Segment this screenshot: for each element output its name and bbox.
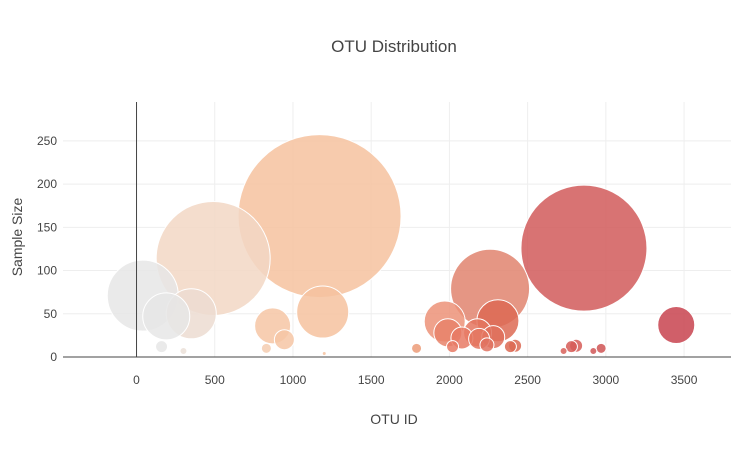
x-tick-label: 0: [133, 373, 140, 387]
bubble-point[interactable]: [589, 346, 598, 355]
x-tick-label: 1000: [280, 373, 307, 387]
y-tick-label: 200: [37, 177, 57, 191]
y-tick-label: 100: [37, 264, 57, 278]
y-tick-label: 150: [37, 220, 57, 234]
bubble-series: [106, 134, 696, 357]
bubble-point[interactable]: [657, 306, 696, 345]
bubble-point[interactable]: [411, 342, 423, 354]
bubble-point[interactable]: [520, 184, 648, 312]
x-axis-label: OTU ID: [370, 411, 417, 427]
bubble-point[interactable]: [296, 285, 350, 339]
y-tick-label: 250: [37, 134, 57, 148]
bubble-point[interactable]: [446, 340, 460, 354]
bubble-point[interactable]: [503, 340, 517, 354]
bubble-point[interactable]: [155, 340, 169, 354]
x-tick-label: 1500: [358, 373, 385, 387]
y-tick-label: 0: [50, 350, 57, 364]
bubble-point[interactable]: [142, 292, 191, 341]
bubble-point[interactable]: [559, 346, 568, 355]
bubble-point[interactable]: [595, 342, 607, 354]
x-tick-label: 3500: [671, 373, 698, 387]
x-tick-label: 3000: [592, 373, 619, 387]
bubble-point[interactable]: [564, 340, 578, 354]
x-tick-label: 2500: [514, 373, 541, 387]
x-tick-label: 500: [205, 373, 225, 387]
y-tick-label: 50: [44, 307, 58, 321]
x-tick-label: 2000: [436, 373, 463, 387]
bubble-point[interactable]: [260, 342, 272, 354]
bubble-point[interactable]: [273, 329, 295, 351]
bubble-point[interactable]: [179, 346, 188, 355]
bubble-point[interactable]: [321, 351, 327, 357]
y-axis-label: Sample Size: [9, 197, 25, 276]
chart-title: OTU Distribution: [331, 37, 457, 56]
bubble-point[interactable]: [479, 337, 495, 353]
